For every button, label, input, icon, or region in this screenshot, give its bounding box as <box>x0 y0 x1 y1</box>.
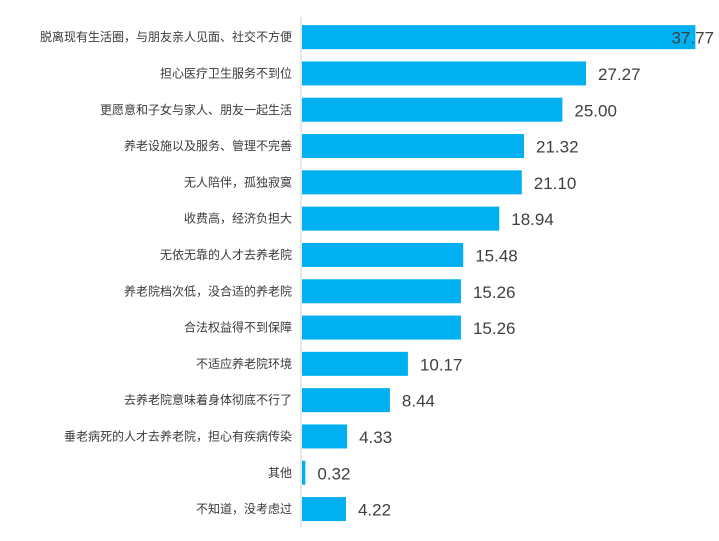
bar-4 <box>302 170 522 195</box>
bar-2 <box>302 97 563 122</box>
value-label: 4.22 <box>358 501 391 520</box>
category-labels-group: 脱离现有生活圈，与朋友亲人见面、社交不方便担心医疗卫生服务不到位更愿意和子女与家… <box>40 29 292 516</box>
bar-0 <box>302 25 696 50</box>
value-label: 37.77 <box>671 29 714 48</box>
value-label: 21.10 <box>534 174 577 193</box>
category-label: 不适应养老院环境 <box>196 356 292 371</box>
bar-9 <box>302 351 408 376</box>
bar-10 <box>302 388 390 413</box>
category-label: 脱离现有生活圈，与朋友亲人见面、社交不方便 <box>40 29 292 44</box>
bar-1 <box>302 61 587 86</box>
bar-3 <box>302 134 525 159</box>
bar-5 <box>302 206 500 231</box>
bars-group <box>302 25 696 522</box>
category-label: 担心医疗卫生服务不到位 <box>160 65 292 80</box>
category-label: 其他 <box>268 466 292 480</box>
category-label: 养老院档次低，没合适的养老院 <box>124 283 292 298</box>
value-labels-group: 37.77 27.27 25.00 21.32 21.10 18.94 15.48 15.26… <box>317 29 714 520</box>
category-label: 养老设施以及服务、管理不完善 <box>124 138 292 153</box>
value-label: 8.44 <box>402 392 435 411</box>
value-label: 18.94 <box>511 210 554 229</box>
value-label: 27.27 <box>598 65 641 84</box>
bar-7 <box>302 279 461 304</box>
value-label: 21.32 <box>536 138 579 157</box>
bar-11 <box>302 424 348 449</box>
category-label: 去养老院意味着身体彻底不行了 <box>124 392 292 407</box>
bar-12 <box>302 460 306 485</box>
category-label: 不知道，没考虑过 <box>196 501 292 516</box>
value-label: 10.17 <box>420 355 463 374</box>
value-label: 25.00 <box>574 101 617 120</box>
bar-13 <box>302 497 346 522</box>
category-label: 无人陪伴，孤独寂寞 <box>184 174 292 189</box>
category-label: 垂老病死的人才去养老院，担心有疾病传染 <box>64 428 292 443</box>
value-label: 0.32 <box>317 464 350 483</box>
bar-8 <box>302 315 461 340</box>
category-label: 更愿意和子女与家人、朋友一起生活 <box>100 102 292 117</box>
category-label: 合法权益得不到保障 <box>184 320 292 335</box>
bar-6 <box>302 242 464 267</box>
value-label: 4.33 <box>359 428 392 447</box>
category-label: 收费高，经济负担大 <box>184 211 292 226</box>
category-label: 无依无靠的人才去养老院 <box>160 247 292 262</box>
value-label: 15.26 <box>473 283 516 302</box>
value-label: 15.26 <box>473 319 516 338</box>
value-label: 15.48 <box>475 246 518 265</box>
